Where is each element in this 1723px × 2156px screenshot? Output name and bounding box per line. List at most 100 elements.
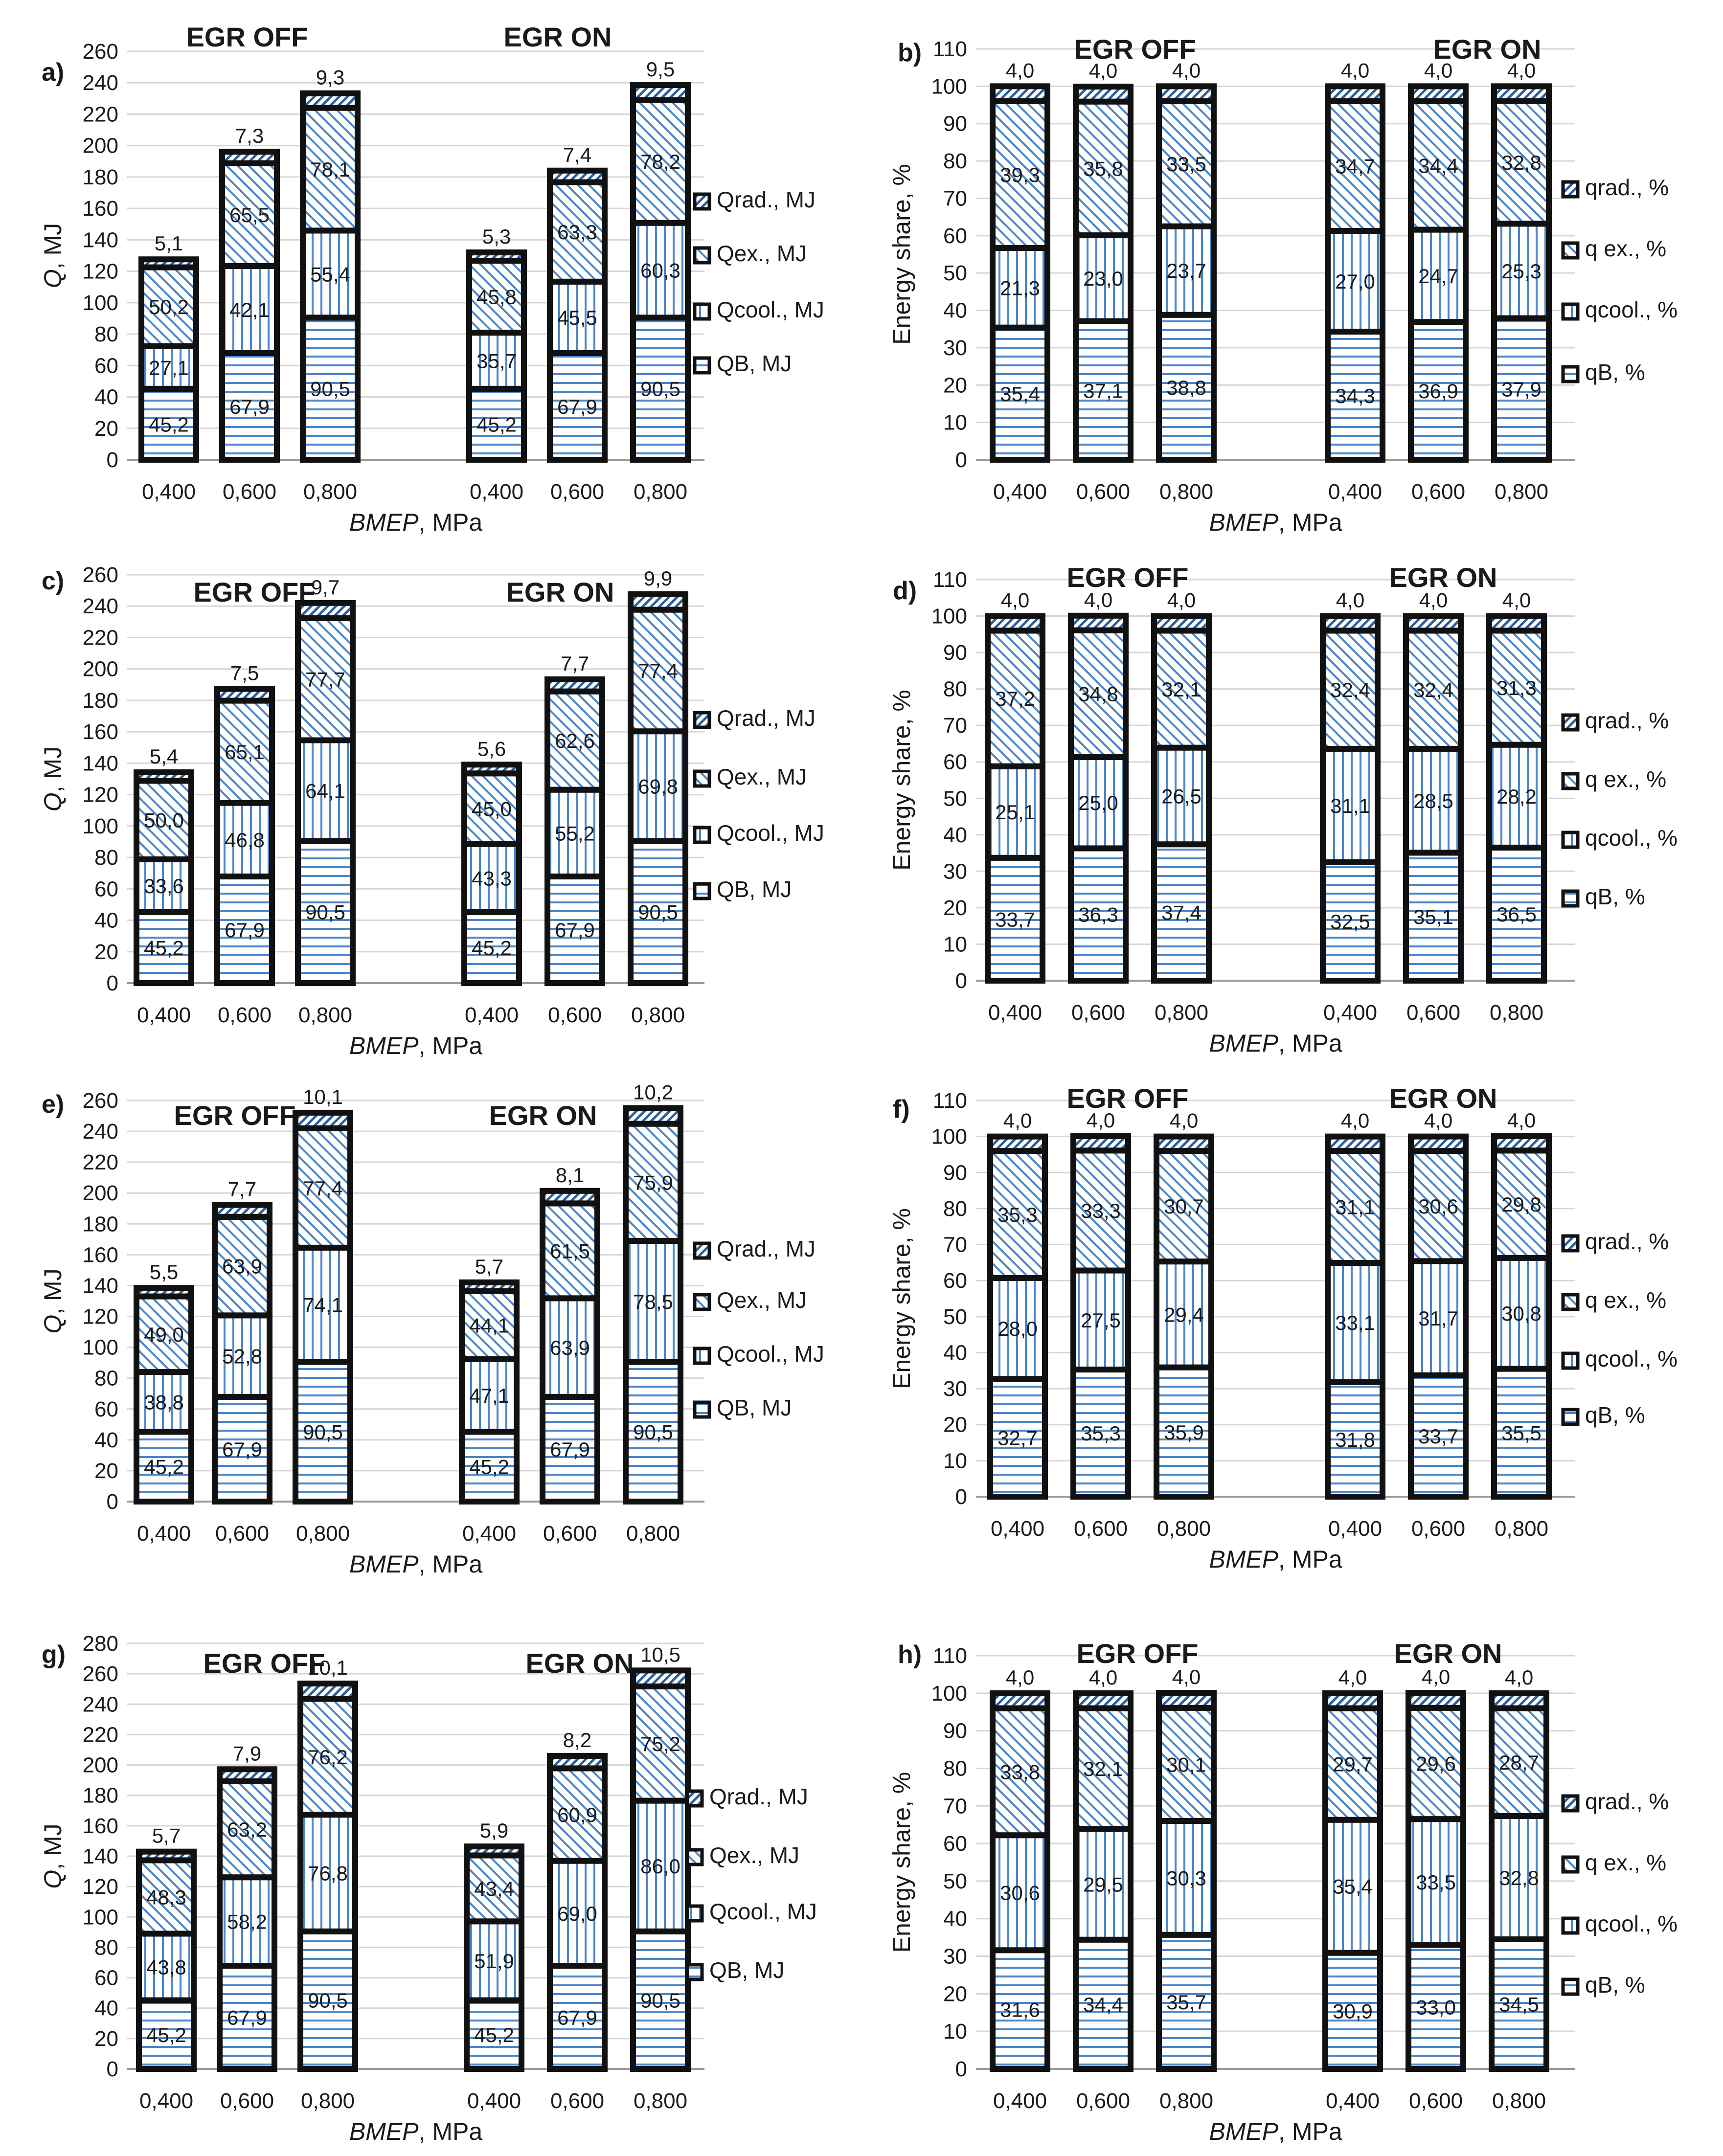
y-tick-label: 120 [83,1875,118,1899]
y-tick-label: 0 [107,971,118,995]
y-tick-label: 40 [943,823,967,847]
data-label: 35,3 [1081,1422,1121,1445]
group-title: EGR ON [506,577,614,607]
bar-segment-qrad [1489,1690,1549,1711]
y-tick-label: 40 [94,385,118,409]
panel-label: a) [42,58,64,87]
group-title: EGR ON [1433,34,1542,65]
bar-segment-qrad [1156,83,1217,104]
data-label: 4,0 [1001,589,1029,612]
y-tick-label: 110 [933,1644,967,1668]
data-label: 7,7 [228,1178,256,1201]
y-tick-label: 240 [83,1120,118,1144]
y-tick-label: 70 [943,186,967,210]
group-title: EGR ON [489,1100,597,1131]
group-title: EGR ON [526,1648,634,1679]
x-tick-label: 0,600 [1076,2089,1130,2113]
data-label: 25,0 [1078,791,1118,814]
legend-swatch [1561,1293,1580,1311]
legend-swatch [693,356,711,375]
data-label: 64,1 [305,779,345,802]
data-label: 4,0 [1341,59,1369,82]
data-label: 4,0 [1172,1665,1201,1688]
bar-segment-qrad [1408,83,1469,104]
data-label: 28,5 [1413,789,1453,812]
y-tick-label: 70 [943,1794,967,1818]
y-tick-label: 80 [94,846,118,870]
y-tick-label: 0 [955,969,967,993]
bar-segment-qcoolmj [138,343,199,392]
bar-segment-qb [1403,850,1464,984]
legend-label: qcool., % [1585,1346,1678,1371]
y-axis-label: Q, MJ [39,1268,67,1333]
data-label: 76,8 [308,1862,348,1885]
bar-segment-qex [1408,1148,1469,1264]
data-label: 34,3 [1335,384,1375,407]
data-label: 35,5 [1501,1421,1542,1444]
y-tick-label: 220 [83,1150,118,1174]
y-tick-label: 100 [83,1336,118,1360]
data-label: 67,9 [229,395,270,418]
data-label: 7,7 [561,652,589,675]
x-axis-label: BMEP, MPa [1209,509,1342,536]
data-label: 37,9 [1501,378,1542,401]
data-label: 74,1 [303,1294,343,1317]
panel-label: c) [42,567,64,595]
data-label: 29,5 [1083,1873,1123,1896]
data-label: 31,8 [1335,1428,1375,1451]
data-label: 86,0 [640,1855,680,1878]
bar-segment-qbmj [214,873,275,986]
data-label: 4,0 [1006,59,1034,82]
y-tick-label: 200 [83,1753,118,1777]
legend-label: Qrad., MJ [717,187,816,212]
y-tick-label: 80 [94,1935,118,1959]
data-label: 58,2 [227,1910,267,1933]
bar-segment-qcool [1325,227,1385,335]
data-label: 9,9 [644,567,672,590]
group-title: EGR ON [1394,1638,1502,1669]
bar-segment-qcoolmj [459,1356,520,1435]
legend-swatch [1561,1855,1580,1874]
data-label: 34,8 [1078,682,1118,705]
data-label: 77,7 [305,668,345,691]
bar-segment-qrad [985,613,1045,634]
y-tick-label: 180 [83,1212,118,1236]
data-label: 67,9 [550,1438,590,1461]
bar-segment-qcool [1408,226,1469,325]
data-label: 27,1 [149,356,189,379]
bar-segment-qb [1491,315,1552,463]
bar-segment-qbmj [300,314,361,463]
y-tick-label: 60 [94,354,118,378]
legend-label: Qex., MJ [717,241,807,266]
data-label: 10,1 [308,1656,348,1679]
data-label: 37,2 [995,687,1035,710]
y-tick-label: 240 [83,71,118,95]
x-axis-label: BMEP, MPa [349,1550,482,1578]
x-tick-label: 0,400 [1328,1517,1382,1541]
y-tick-label: 40 [94,1997,118,2021]
y-tick-label: 20 [94,417,118,441]
x-tick-label: 0,600 [1074,1517,1128,1541]
legend-label: qcool., % [1585,297,1678,322]
legend-swatch [693,246,711,265]
bar-segment-qrad [987,1133,1048,1154]
data-label: 75,2 [640,1732,680,1755]
bar-segment-qexmj [136,1857,197,1937]
data-label: 67,9 [557,395,597,418]
x-tick-label: 0,600 [1076,480,1130,504]
panel-label: e) [42,1090,64,1119]
bar-segment-qb [1156,1931,1217,2072]
x-tick-label: 0,800 [1159,480,1213,504]
bar-segment-qex [1073,98,1134,239]
x-tick-label: 0,600 [1406,1001,1460,1025]
data-label: 48,3 [146,1886,186,1909]
bar-segment-qb [1320,859,1381,984]
data-label: 43,8 [146,1956,186,1979]
data-label: 4,0 [1505,1666,1533,1689]
data-label: 4,0 [1341,1109,1369,1132]
bar-segment-qcool [987,1275,1048,1382]
y-tick-label: 40 [94,909,118,933]
x-tick-label: 0,600 [550,480,604,504]
data-label: 30,6 [1418,1195,1458,1218]
y-tick-label: 10 [943,932,967,956]
